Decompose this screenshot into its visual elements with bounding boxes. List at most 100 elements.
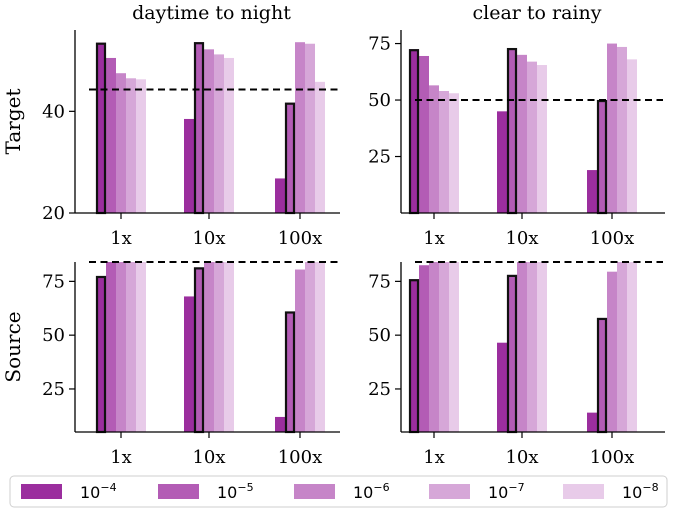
bar-1x-series-1 [409,49,419,214]
bar-100x-series-1 [587,412,597,432]
bar-100x-series-1 [275,416,285,432]
legend-label: 10−6 [353,481,390,502]
legend-swatch [429,484,470,499]
y-tick-label: 25 [42,379,65,400]
legend-label: 10−8 [622,481,659,502]
y-tick-label: 50 [368,325,391,346]
bar-100x-series-4 [305,262,315,432]
x-tick-label: 100x [590,447,635,468]
bar-1x-series-1 [96,42,106,214]
bar-100x-series-3 [295,42,305,214]
y-axis-label: Target [1,89,25,155]
bar-10x-series-4 [214,54,224,214]
bar-10x-series-3 [204,49,214,213]
legend-entry-4: 10−7 [429,481,525,502]
chart-panels: 20 40 1x 10x 100x daytime to night Target 25 50 7… [1,2,665,468]
y-tick-label: 75 [42,271,65,292]
legend-entry-1: 10−4 [21,481,117,502]
bar-100x-series-1 [275,178,285,213]
panel-bottom-left: 25 50 75 1x 10x 100x Source [1,261,340,468]
x-tick-label: 100x [590,228,635,249]
bar-1x-series-4 [439,262,449,432]
bar-100x-series-5 [315,262,325,432]
bar-10x-series-1 [497,111,507,213]
panel-title: daytime to night [132,2,291,24]
y-tick-label: 50 [42,325,65,346]
legend-label: 10−4 [80,481,117,502]
bar-10x-series-5 [224,262,234,432]
legend-frame [9,475,668,508]
x-tick-label: 1x [423,228,445,249]
bar-100x-series-5 [315,81,325,213]
bar-1x-series-3 [429,262,439,432]
bar-1x-series-5 [449,262,459,432]
bar-1x-series-2 [106,57,116,214]
bar-10x-series-3 [517,54,527,213]
bar-100x-series-2 [285,102,295,213]
bar-10x-series-5 [224,57,234,214]
legend-swatch [158,484,199,499]
legend-entry-3: 10−6 [294,481,390,502]
bar-1x-series-5 [449,93,459,213]
bar-100x-series-5 [627,59,637,214]
bar-100x-series-4 [305,43,315,214]
panel-title: clear to rainy [473,2,602,24]
y-tick-label: 25 [368,147,391,168]
bar-10x-series-2 [507,274,517,432]
y-tick-label: 20 [42,203,65,224]
bar-1x-series-3 [429,85,439,213]
bar-10x-series-4 [214,262,224,432]
x-tick-label: 10x [192,228,225,249]
y-tick-label: 40 [42,101,65,122]
legend-swatch [21,484,62,499]
bar-100x-series-4 [617,262,627,432]
bar-10x-series-5 [537,262,547,432]
legend-label: 10−5 [217,481,254,502]
legend-label: 10−7 [488,481,525,502]
bar-1x-series-4 [126,262,136,432]
x-tick-label: 100x [278,447,323,468]
bar-10x-series-1 [184,296,194,432]
x-tick-label: 1x [110,228,132,249]
bar-10x-series-4 [527,262,537,432]
x-tick-label: 1x [423,447,445,468]
y-tick-label: 25 [368,379,391,400]
x-tick-label: 1x [110,447,132,468]
y-tick-label: 75 [368,271,391,292]
y-tick-label: 50 [368,90,391,111]
bar-10x-series-5 [537,65,547,214]
bar-100x-series-2 [285,311,295,432]
x-tick-label: 100x [278,228,323,249]
bar-1x-series-5 [136,79,146,213]
bar-100x-series-2 [597,317,607,432]
bar-10x-series-3 [517,262,527,432]
legend-entry-5: 10−8 [563,481,659,502]
y-tick-label: 75 [368,34,391,55]
bar-100x-series-1 [587,170,597,213]
bar-10x-series-1 [497,342,507,432]
panel-top-left: 20 40 1x 10x 100x daytime to night Target [1,2,340,249]
bar-1x-series-2 [419,265,429,432]
panel-top-right: 25 50 75 1x 10x 100x clear to rainy [368,2,665,249]
legend-entry-2: 10−5 [158,481,254,502]
bar-10x-series-2 [507,48,517,213]
bar-10x-series-3 [204,262,214,432]
x-tick-label: 10x [192,447,225,468]
bar-1x-series-1 [409,279,419,432]
bar-1x-series-1 [96,275,106,432]
bar-100x-series-3 [295,269,305,432]
bar-100x-series-2 [597,100,607,213]
legend: 10−4 10−5 10−6 10−7 10−8 [9,475,668,508]
panel-bottom-right: 25 50 75 1x 10x 100x [368,261,665,468]
bar-10x-series-1 [184,118,194,213]
bar-100x-series-3 [607,43,617,214]
bar-100x-series-4 [617,46,627,213]
bar-1x-series-4 [439,91,449,213]
legend-swatch [563,484,604,499]
bar-10x-series-2 [194,267,204,432]
bar-100x-series-5 [627,262,637,432]
legend-swatch [294,484,335,499]
bar-1x-series-2 [419,55,429,214]
bar-10x-series-2 [194,42,204,214]
